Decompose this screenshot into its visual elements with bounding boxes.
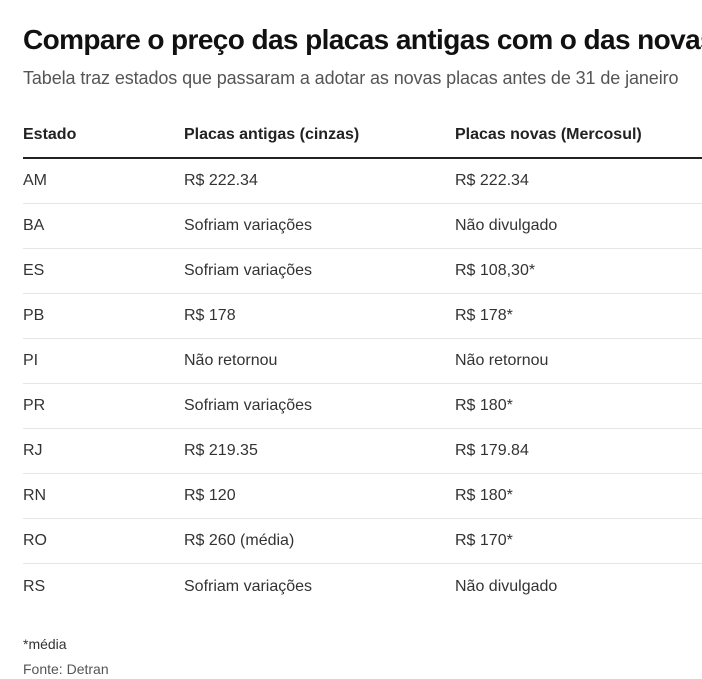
page-title: Compare o preço das placas antigas com o… — [23, 24, 702, 55]
footnote: *média — [23, 636, 67, 652]
cell-placas-antigas: R$ 120 — [184, 487, 236, 504]
cell-placas-novas: R$ 170* — [455, 532, 513, 549]
cell-placas-novas: Não divulgado — [455, 577, 558, 595]
table-row: RS Sofriam variações Não divulgado — [23, 564, 702, 609]
header-estado: Estado — [23, 126, 77, 143]
cell-placas-novas: Não divulgado — [455, 217, 558, 234]
cell-estado: AM — [23, 172, 47, 189]
table-row: ES Sofriam variações R$ 108,30* — [23, 249, 702, 294]
table-row: RN R$ 120 R$ 180* — [23, 474, 702, 519]
source-note: Fonte: Detran — [23, 661, 109, 677]
header-placas-antigas: Placas antigas (cinzas) — [184, 126, 360, 143]
table-row: RO R$ 260 (média) R$ 170* — [23, 519, 702, 564]
table-row: RJ R$ 219.35 R$ 179.84 — [23, 429, 702, 474]
cell-placas-novas: R$ 180* — [455, 397, 513, 414]
cell-placas-novas: R$ 180* — [455, 487, 513, 504]
table-row: BA Sofriam variações Não divulgado — [23, 204, 702, 249]
table-row: PB R$ 178 R$ 178* — [23, 294, 702, 339]
header-placas-novas: Placas novas (Mercosul) — [455, 126, 642, 143]
cell-placas-novas: R$ 108,30* — [455, 262, 536, 279]
table-row: PR Sofriam variações R$ 180* — [23, 384, 702, 429]
cell-estado: RN — [23, 487, 47, 504]
cell-placas-antigas: R$ 222.34 — [184, 172, 258, 189]
cell-placas-antigas: Sofriam variações — [184, 577, 313, 595]
cell-placas-antigas: Sofriam variações — [184, 262, 313, 279]
cell-placas-novas: R$ 222.34 — [455, 172, 529, 189]
cell-placas-novas: R$ 179.84 — [455, 442, 529, 459]
cell-estado: RO — [23, 532, 47, 549]
cell-placas-antigas: Sofriam variações — [184, 397, 313, 414]
cell-placas-antigas: R$ 219.35 — [184, 442, 258, 459]
cell-estado: PI — [23, 352, 39, 369]
cell-estado: ES — [23, 262, 45, 279]
price-table: Estado Placas antigas (cinzas) Placas no… — [23, 113, 702, 609]
page-subtitle: Tabela traz estados que passaram a adota… — [23, 68, 679, 88]
cell-estado: RS — [23, 577, 46, 595]
cell-placas-novas: R$ 178* — [455, 307, 513, 324]
cell-placas-antigas: Não retornou — [184, 352, 278, 369]
table-row: AM R$ 222.34 R$ 222.34 — [23, 159, 702, 204]
cell-estado: RJ — [23, 442, 43, 459]
cell-placas-novas: Não retornou — [455, 352, 549, 369]
cell-estado: PR — [23, 397, 46, 414]
cell-estado: PB — [23, 307, 45, 324]
cell-placas-antigas: R$ 260 (média) — [184, 532, 295, 549]
cell-estado: BA — [23, 217, 45, 234]
cell-placas-antigas: R$ 178 — [184, 307, 236, 324]
cell-placas-antigas: Sofriam variações — [184, 217, 313, 234]
table-row: PI Não retornou Não retornou — [23, 339, 702, 384]
table-header-row: Estado Placas antigas (cinzas) Placas no… — [23, 113, 702, 159]
